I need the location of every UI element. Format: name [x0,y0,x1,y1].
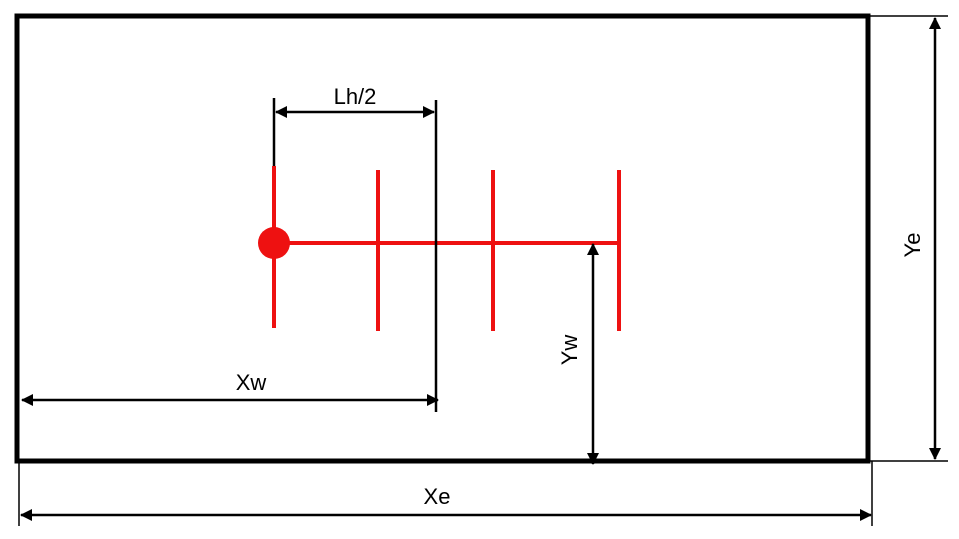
origin-dot [258,227,290,259]
xe-label: Xe [424,484,451,509]
yw-label: Yw [557,335,582,366]
lh-half-label: Lh/2 [334,84,377,109]
ye-label: Ye [900,233,925,258]
domain-boundary [14,13,871,464]
red-structure [272,166,621,331]
xw-label: Xw [236,370,267,395]
